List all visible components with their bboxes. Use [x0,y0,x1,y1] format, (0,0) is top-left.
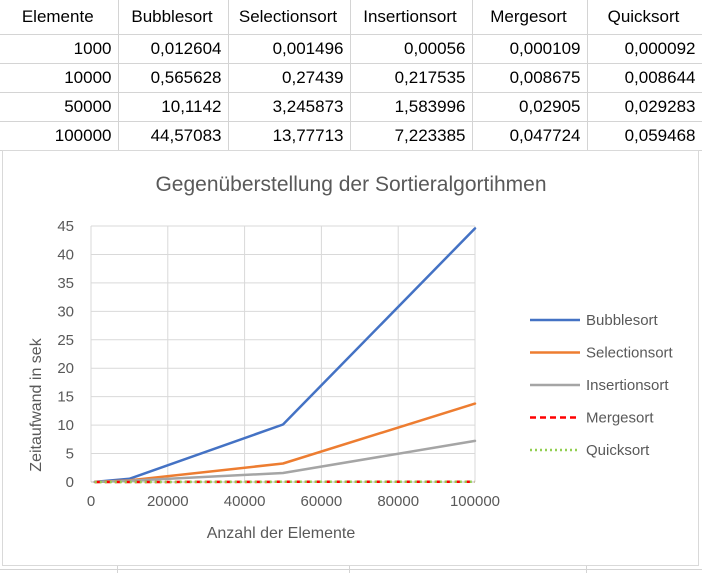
table-cell[interactable]: 13,77713 [228,121,351,151]
table-row: 10000 0,565628 0,27439 0,217535 0,008675… [0,63,702,93]
header-cell[interactable]: Bubblesort [118,0,229,35]
legend-label: Quicksort [586,442,650,459]
y-tick-label: 0 [66,474,74,491]
legend-label: Mergesort [586,410,654,427]
x-tick-label: 100000 [450,493,500,510]
table-cell[interactable]: 1000 [0,34,119,64]
x-tick-label: 20000 [147,493,189,510]
table-header-row: Elemente Bubblesort Selectionsort Insert… [0,0,702,35]
table-cell[interactable]: 44,57083 [118,121,229,151]
table-cell[interactable]: 10000 [0,63,119,93]
header-cell[interactable]: Insertionsort [350,0,473,35]
table-row: 50000 10,1142 3,245873 1,583996 0,02905 … [0,92,702,122]
y-tick-label: 30 [57,303,74,320]
y-tick-label: 40 [57,246,74,263]
table-cell[interactable]: 0,27439 [228,63,351,93]
x-axis-label: Anzahl der Elemente [207,525,356,542]
legend-label: Bubblesort [586,312,659,329]
x-tick-label: 80000 [377,493,419,510]
header-cell[interactable]: Selectionsort [228,0,351,35]
table-cell[interactable]: 0,008644 [587,63,702,93]
y-tick-label: 25 [57,332,74,349]
table-row: 1000 0,012604 0,001496 0,00056 0,000109 … [0,34,702,64]
y-tick-label: 20 [57,360,74,377]
sheet-gridline [0,569,702,570]
table-cell[interactable]: 0,059468 [587,121,702,151]
y-tick-label: 15 [57,389,74,406]
table-cell[interactable]: 50000 [0,92,119,122]
series-line [93,227,477,484]
table-cell[interactable]: 0,02905 [472,92,588,122]
table-cell[interactable]: 0,217535 [350,63,473,93]
data-table: Elemente Bubblesort Selectionsort Insert… [0,0,702,151]
y-axis-label: Zeitaufwand in sek [28,337,45,471]
table-row: 100000 44,57083 13,77713 7,223385 0,0477… [0,121,702,151]
header-cell[interactable]: Quicksort [587,0,702,35]
series-line [93,439,477,484]
table-cell[interactable]: 0,001496 [228,34,351,64]
x-tick-label: 60000 [301,493,343,510]
table-cell[interactable]: 0,000092 [587,34,702,64]
table-cell[interactable]: 7,223385 [350,121,473,151]
table-cell[interactable]: 0,565628 [118,63,229,93]
y-tick-label: 5 [66,446,74,463]
table-cell[interactable]: 10,1142 [118,92,229,122]
y-tick-label: 10 [57,417,74,434]
table-cell[interactable]: 0,00056 [350,34,473,64]
table-cell[interactable]: 0,008675 [472,63,588,93]
x-tick-label: 0 [87,493,95,510]
table-cell[interactable]: 0,012604 [118,34,229,64]
y-tick-label: 35 [57,275,74,292]
legend-label: Insertionsort [586,377,669,394]
chart-title: Gegenüberstellung der Sortieralgortihmen [155,173,546,196]
table-cell[interactable]: 3,245873 [228,92,351,122]
x-tick-label: 40000 [224,493,266,510]
table-cell[interactable]: 0,047724 [472,121,588,151]
chart-area[interactable]: Gegenüberstellung der Sortieralgortihmen… [2,150,699,566]
header-cell[interactable]: Elemente [0,0,119,35]
line-chart: Gegenüberstellung der Sortieralgortihmen… [28,173,674,542]
table-cell[interactable]: 100000 [0,121,119,151]
legend-label: Selectionsort [586,345,674,362]
table-cell[interactable]: 0,029283 [587,92,702,122]
y-tick-label: 45 [57,218,74,235]
table-cell[interactable]: 1,583996 [350,92,473,122]
header-cell[interactable]: Mergesort [472,0,588,35]
table-cell[interactable]: 0,000109 [472,34,588,64]
